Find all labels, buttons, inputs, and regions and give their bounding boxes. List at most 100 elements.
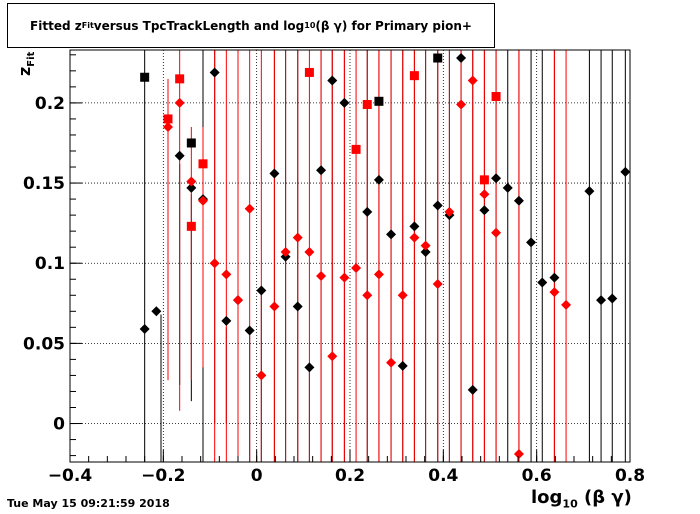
red-square-point	[351, 144, 361, 154]
black-diamond-point	[304, 362, 315, 373]
red-diamond-point	[351, 263, 362, 274]
x-axis-title-sub: 10	[562, 497, 578, 511]
red-diamond-point	[292, 232, 303, 243]
title-prefix: Fitted z	[30, 18, 82, 33]
red-diamond-point	[432, 279, 443, 290]
red-diamond-point	[513, 448, 524, 459]
x-tick-label: −0.4	[48, 466, 93, 486]
black-square-point	[186, 138, 196, 148]
red-square-point	[479, 175, 489, 185]
title-sub-fit: Fit	[81, 21, 94, 30]
title-middle: versus TpcTrackLength and log	[93, 18, 305, 33]
black-diamond-point	[327, 75, 338, 86]
plot-frame	[69, 49, 631, 463]
vertical-error-bars	[144, 50, 626, 462]
y-axis-title-main: z	[15, 66, 34, 76]
red-diamond-point	[221, 269, 232, 280]
y-tick-label: 0.1	[35, 254, 65, 274]
red-diamond-point	[491, 227, 502, 238]
black-square-point	[374, 96, 384, 106]
black-diamond-point	[292, 301, 303, 312]
black-diamond-point	[549, 272, 560, 283]
black-diamond-point	[151, 306, 162, 317]
red-square-point	[163, 114, 173, 124]
black-diamond-point	[373, 174, 384, 185]
red-square-point	[186, 221, 196, 231]
black-diamond-point	[139, 323, 150, 334]
red-diamond-point	[244, 203, 255, 214]
red-diamond-point	[174, 97, 185, 108]
red-diamond-point	[549, 287, 560, 298]
black-diamond-point	[339, 97, 350, 108]
red-diamond-point	[444, 206, 455, 217]
black-diamond-point	[502, 182, 513, 193]
black-diamond-point	[174, 150, 185, 161]
black-diamond-point	[432, 200, 443, 211]
black-diamond-point	[456, 53, 467, 64]
x-tick-label: 0	[251, 466, 263, 486]
axis-ticks: −0.4 −0.2 0 0.2 0.4 0.6 0.8 0 0.05 0.1 0.15 0.2	[23, 54, 645, 486]
black-diamond-point	[316, 165, 327, 176]
red-diamond-point	[280, 246, 291, 257]
x-tick-label: 0.6	[522, 466, 552, 486]
black-diamond-point	[620, 166, 631, 177]
red-square-point	[198, 159, 208, 169]
x-axis-title: log10 (β γ)	[531, 487, 632, 511]
red-diamond-point	[209, 258, 220, 269]
red-square-point	[409, 71, 419, 81]
red-square-point	[304, 67, 314, 77]
red-diamond-point	[327, 351, 338, 362]
black-diamond-point	[596, 295, 607, 306]
black-diamond-point	[584, 186, 595, 197]
red-square-point	[175, 74, 185, 84]
y-tick-label: 0.15	[23, 174, 65, 194]
red-square-point	[362, 100, 372, 110]
red-diamond-point	[420, 240, 431, 251]
black-diamond-point	[607, 293, 618, 304]
x-tick-label: 0.8	[615, 466, 645, 486]
red-diamond-point	[386, 357, 397, 368]
x-axis-title-main: log	[531, 487, 563, 508]
black-diamond-point	[256, 285, 267, 296]
red-diamond-point	[316, 271, 327, 282]
y-tick-label: 0.2	[35, 94, 65, 114]
red-diamond-point	[362, 290, 373, 301]
black-diamond-point	[209, 67, 220, 78]
black-diamond-point	[386, 229, 397, 240]
timestamp: Tue May 15 09:21:59 2018	[7, 497, 170, 510]
x-tick-label: 0.4	[428, 466, 458, 486]
black-diamond-point	[479, 205, 490, 216]
red-diamond-point	[373, 269, 384, 280]
black-diamond-point	[526, 237, 537, 248]
chart-title: Fitted z Fit versus TpcTrackLength and lo…	[7, 3, 495, 48]
black-square-point	[140, 72, 150, 82]
y-tick-label: 0	[53, 415, 65, 435]
red-diamond-point	[233, 295, 243, 306]
black-diamond-point	[467, 384, 478, 395]
red-diamond-point	[163, 121, 173, 132]
red-diamond-point	[198, 195, 208, 206]
black-diamond-point	[420, 246, 431, 257]
black-diamond-point	[362, 206, 373, 217]
red-diamond-point	[479, 189, 490, 200]
black-diamond-point	[221, 315, 232, 326]
black-diamond-point	[513, 195, 524, 206]
x-axis-title-tail: (β γ)	[577, 487, 632, 508]
red-square-point	[491, 91, 501, 101]
red-diamond-point	[269, 301, 280, 312]
black-diamond-point	[269, 168, 280, 179]
y-axis-title: zFit	[13, 36, 47, 76]
black-diamond-point	[409, 221, 420, 232]
title-sub-10: 10	[304, 21, 316, 30]
red-diamond-point	[304, 246, 315, 257]
red-diamond-point	[561, 299, 572, 310]
x-tick-label: 0.2	[335, 466, 365, 486]
black-diamond-point	[397, 360, 408, 371]
x-tick-label: −0.2	[141, 466, 185, 486]
y-tick-label: 0.05	[23, 334, 65, 354]
red-diamond-point	[397, 290, 408, 301]
red-diamond-point	[256, 370, 267, 381]
red-diamond-point	[186, 176, 197, 187]
red-diamond-point	[467, 75, 478, 86]
